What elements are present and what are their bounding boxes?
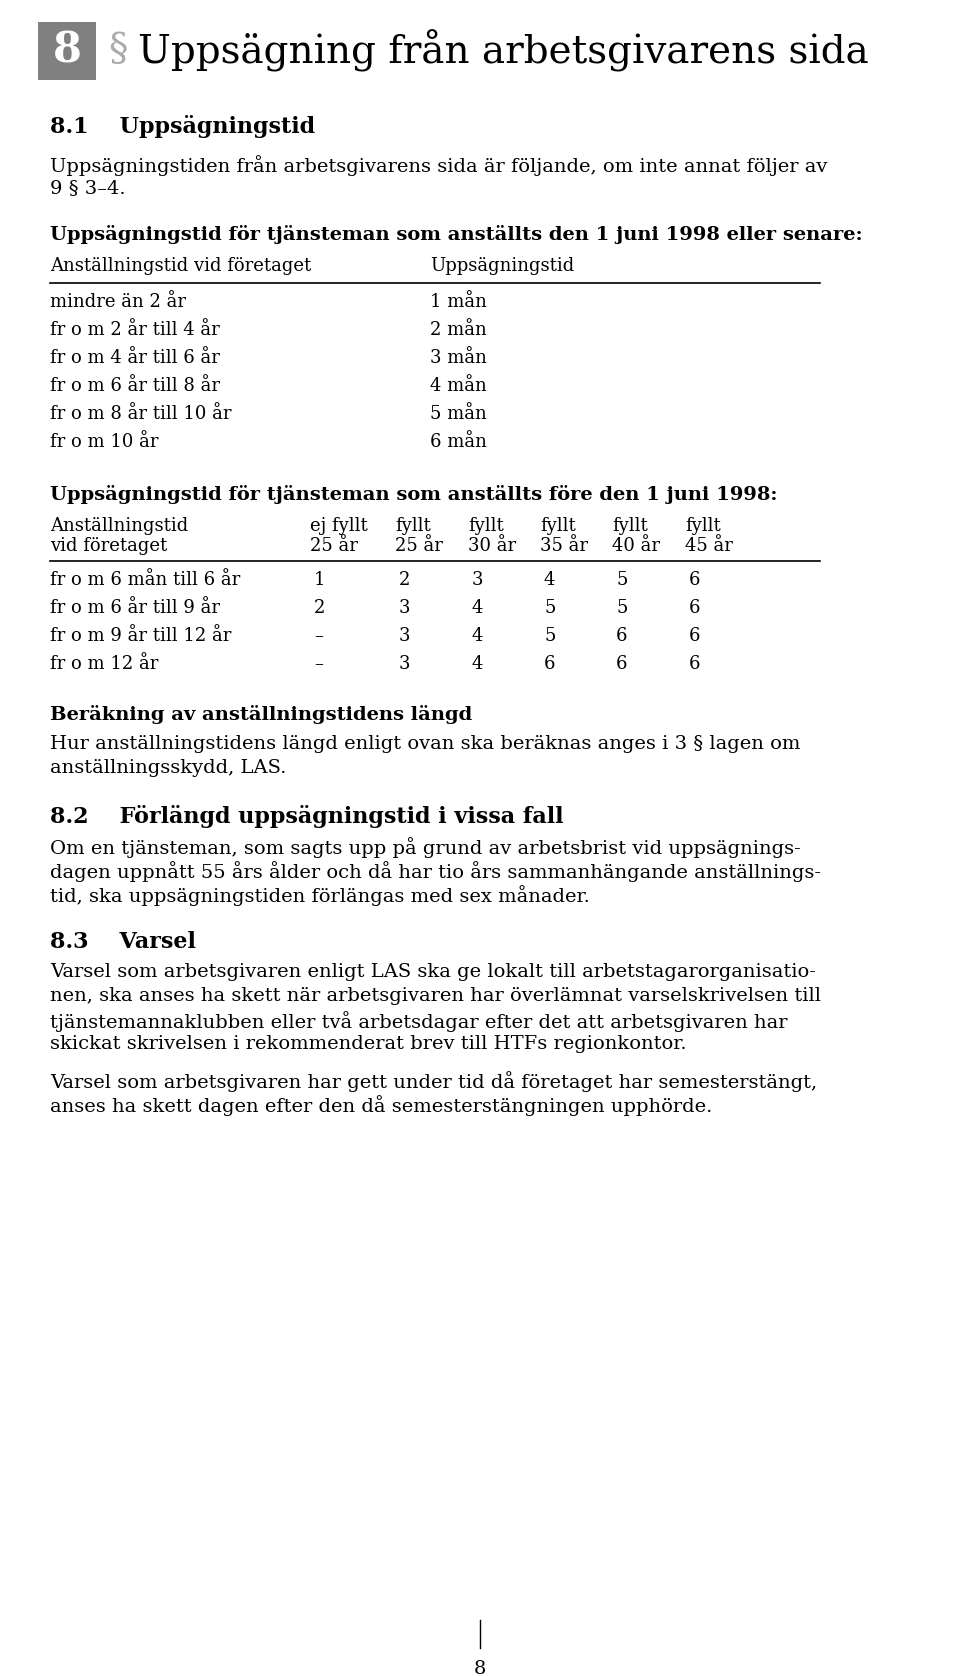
Text: fr o m 4 år till 6 år: fr o m 4 år till 6 år bbox=[50, 349, 220, 367]
Text: 5: 5 bbox=[616, 572, 628, 588]
Text: 2: 2 bbox=[314, 598, 325, 617]
Text: 5: 5 bbox=[544, 627, 556, 645]
Text: fr o m 10 år: fr o m 10 år bbox=[50, 432, 158, 451]
Text: tjänstemannaklubben eller två arbetsdagar efter det att arbetsgivaren har: tjänstemannaklubben eller två arbetsdaga… bbox=[50, 1011, 787, 1032]
Text: 35 år: 35 år bbox=[540, 536, 588, 555]
Text: –: – bbox=[314, 627, 323, 645]
Text: fr o m 12 år: fr o m 12 år bbox=[50, 655, 158, 674]
Text: anses ha skett dagen efter den då semesterstängningen upphörde.: anses ha skett dagen efter den då semest… bbox=[50, 1094, 712, 1116]
Text: Varsel som arbetsgivaren har gett under tid då företaget har semesterstängt,: Varsel som arbetsgivaren har gett under … bbox=[50, 1071, 817, 1093]
Text: 2 mån: 2 mån bbox=[430, 322, 487, 339]
Text: 6: 6 bbox=[689, 655, 701, 674]
Text: 6: 6 bbox=[689, 572, 701, 588]
Text: 2: 2 bbox=[399, 572, 410, 588]
Text: 1: 1 bbox=[314, 572, 325, 588]
Text: 4: 4 bbox=[544, 572, 556, 588]
Text: fyllt: fyllt bbox=[540, 516, 576, 535]
Text: Anställningstid vid företaget: Anställningstid vid företaget bbox=[50, 256, 311, 275]
Text: Uppsägningstid för tjänsteman som anställts före den 1 juni 1998:: Uppsägningstid för tjänsteman som anstäl… bbox=[50, 484, 778, 504]
Text: Beräkning av anställningstidens längd: Beräkning av anställningstidens längd bbox=[50, 706, 472, 724]
Text: dagen uppnått 55 års ålder och då har tio års sammanhängande anställnings-: dagen uppnått 55 års ålder och då har ti… bbox=[50, 861, 821, 882]
Text: fr o m 8 år till 10 år: fr o m 8 år till 10 år bbox=[50, 406, 231, 422]
Text: 8.3    Varsel: 8.3 Varsel bbox=[50, 930, 196, 954]
Text: Om en tjänsteman, som sagts upp på grund av arbetsbrist vid uppsägnings-: Om en tjänsteman, som sagts upp på grund… bbox=[50, 836, 801, 858]
Text: fyllt: fyllt bbox=[395, 516, 431, 535]
Text: 4: 4 bbox=[472, 598, 484, 617]
Text: fyllt: fyllt bbox=[612, 516, 648, 535]
Text: 6 mån: 6 mån bbox=[430, 432, 487, 451]
Text: 3: 3 bbox=[399, 655, 411, 674]
Text: 3: 3 bbox=[399, 598, 411, 617]
Text: fr o m 2 år till 4 år: fr o m 2 år till 4 år bbox=[50, 322, 220, 339]
Text: 8: 8 bbox=[474, 1659, 486, 1676]
Text: Hur anställningstidens längd enligt ovan ska beräknas anges i 3 § lagen om: Hur anställningstidens längd enligt ovan… bbox=[50, 736, 801, 753]
Text: 5: 5 bbox=[616, 598, 628, 617]
Text: 3: 3 bbox=[399, 627, 411, 645]
Text: 5: 5 bbox=[544, 598, 556, 617]
Text: 45 år: 45 år bbox=[685, 536, 732, 555]
Text: tid, ska uppsägningstiden förlängas med sex månader.: tid, ska uppsägningstiden förlängas med … bbox=[50, 885, 589, 907]
Text: 25 år: 25 år bbox=[395, 536, 443, 555]
Text: 6: 6 bbox=[616, 655, 628, 674]
Text: 1 mån: 1 mån bbox=[430, 293, 487, 312]
Text: anställningsskydd, LAS.: anställningsskydd, LAS. bbox=[50, 759, 286, 778]
Text: 8: 8 bbox=[53, 30, 82, 72]
Text: 9 § 3–4.: 9 § 3–4. bbox=[50, 179, 126, 198]
Text: 6: 6 bbox=[616, 627, 628, 645]
Text: fr o m 9 år till 12 år: fr o m 9 år till 12 år bbox=[50, 627, 231, 645]
Text: ej fyllt: ej fyllt bbox=[310, 516, 368, 535]
Text: Uppsägningstid för tjänsteman som anställts den 1 juni 1998 eller senare:: Uppsägningstid för tjänsteman som anstäl… bbox=[50, 225, 863, 245]
Text: fyllt: fyllt bbox=[468, 516, 504, 535]
Text: 8.1    Uppsägningstid: 8.1 Uppsägningstid bbox=[50, 116, 315, 137]
Text: Varsel som arbetsgivaren enligt LAS ska ge lokalt till arbetstagarorganisatio-: Varsel som arbetsgivaren enligt LAS ska … bbox=[50, 964, 816, 980]
Text: fr o m 6 år till 8 år: fr o m 6 år till 8 år bbox=[50, 377, 220, 396]
Text: 6: 6 bbox=[689, 598, 701, 617]
Text: skickat skrivelsen i rekommenderat brev till HTFs regionkontor.: skickat skrivelsen i rekommenderat brev … bbox=[50, 1036, 686, 1053]
Text: –: – bbox=[314, 655, 323, 674]
Text: 4 mån: 4 mån bbox=[430, 377, 487, 396]
Text: 40 år: 40 år bbox=[612, 536, 660, 555]
Text: fr o m 6 mån till 6 år: fr o m 6 mån till 6 år bbox=[50, 572, 240, 588]
Text: §: § bbox=[108, 32, 128, 69]
Text: 4: 4 bbox=[472, 627, 484, 645]
FancyBboxPatch shape bbox=[38, 22, 96, 80]
Text: Anställningstid: Anställningstid bbox=[50, 516, 188, 535]
Text: 8.2    Förlängd uppsägningstid i vissa fall: 8.2 Förlängd uppsägningstid i vissa fall bbox=[50, 804, 564, 828]
Text: 6: 6 bbox=[689, 627, 701, 645]
Text: Uppsägningstiden från arbetsgivarens sida är följande, om inte annat följer av: Uppsägningstiden från arbetsgivarens sid… bbox=[50, 154, 828, 176]
Text: Uppsägning från arbetsgivarens sida: Uppsägning från arbetsgivarens sida bbox=[138, 30, 869, 72]
Text: fyllt: fyllt bbox=[685, 516, 721, 535]
Text: Uppsägningstid: Uppsägningstid bbox=[430, 256, 574, 275]
Text: 30 år: 30 år bbox=[468, 536, 516, 555]
Text: 3: 3 bbox=[472, 572, 484, 588]
Text: 6: 6 bbox=[544, 655, 556, 674]
Text: mindre än 2 år: mindre än 2 år bbox=[50, 293, 186, 312]
Text: fr o m 6 år till 9 år: fr o m 6 år till 9 år bbox=[50, 598, 220, 617]
Text: 5 mån: 5 mån bbox=[430, 406, 487, 422]
Text: nen, ska anses ha skett när arbetsgivaren har överlämnat varselskrivelsen till: nen, ska anses ha skett när arbetsgivare… bbox=[50, 987, 821, 1006]
Text: 25 år: 25 år bbox=[310, 536, 358, 555]
Text: vid företaget: vid företaget bbox=[50, 536, 167, 555]
Text: 3 mån: 3 mån bbox=[430, 349, 487, 367]
Text: 4: 4 bbox=[472, 655, 484, 674]
